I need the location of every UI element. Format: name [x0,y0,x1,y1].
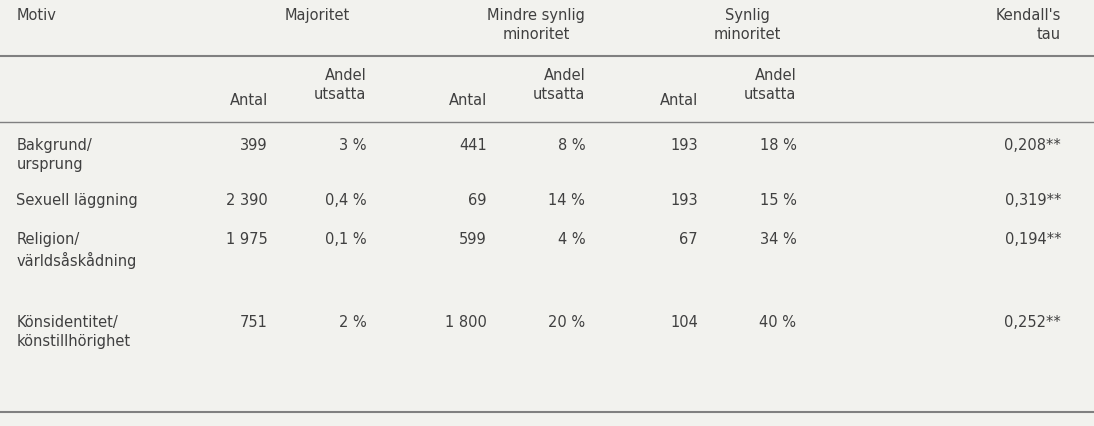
Text: Motiv: Motiv [16,8,56,23]
Text: 0,1 %: 0,1 % [325,232,366,247]
Text: 0,252**: 0,252** [1004,315,1061,330]
Text: 193: 193 [671,193,698,208]
Text: 193: 193 [671,138,698,153]
Text: Antal: Antal [660,93,698,108]
Text: Antal: Antal [230,93,268,108]
Text: 2 390: 2 390 [226,193,268,208]
Text: 104: 104 [671,315,698,330]
Text: Religion/
världsåskådning: Religion/ världsåskådning [16,232,137,269]
Text: 399: 399 [241,138,268,153]
Text: 69: 69 [468,193,487,208]
Text: 0,4 %: 0,4 % [325,193,366,208]
Text: 4 %: 4 % [558,232,585,247]
Text: 441: 441 [459,138,487,153]
Text: 18 %: 18 % [759,138,796,153]
Text: 40 %: 40 % [759,315,796,330]
Text: 2 %: 2 % [339,315,366,330]
Text: Kendall's
tau: Kendall's tau [996,8,1061,42]
Text: 751: 751 [241,315,268,330]
Text: 15 %: 15 % [759,193,796,208]
Text: Antal: Antal [449,93,487,108]
Text: Andel
utsatta: Andel utsatta [744,68,796,102]
Text: Majoritet: Majoritet [284,8,350,23]
Text: Andel
utsatta: Andel utsatta [314,68,366,102]
Text: 599: 599 [459,232,487,247]
Text: 67: 67 [679,232,698,247]
Text: 14 %: 14 % [548,193,585,208]
Text: Sexuell läggning: Sexuell läggning [16,193,138,208]
Text: 34 %: 34 % [759,232,796,247]
Text: Könsidentitet/
könstillhörighet: Könsidentitet/ könstillhörighet [16,315,130,349]
Text: Mindre synlig
minoritet: Mindre synlig minoritet [487,8,585,42]
Text: 0,319**: 0,319** [1004,193,1061,208]
Text: 1 800: 1 800 [445,315,487,330]
Text: Andel
utsatta: Andel utsatta [533,68,585,102]
Text: Synlig
minoritet: Synlig minoritet [713,8,781,42]
Text: 20 %: 20 % [548,315,585,330]
Text: Bakgrund/
ursprung: Bakgrund/ ursprung [16,138,92,172]
Text: 3 %: 3 % [339,138,366,153]
Text: 0,208**: 0,208** [1004,138,1061,153]
Text: 1 975: 1 975 [226,232,268,247]
Text: 8 %: 8 % [558,138,585,153]
Text: 0,194**: 0,194** [1004,232,1061,247]
